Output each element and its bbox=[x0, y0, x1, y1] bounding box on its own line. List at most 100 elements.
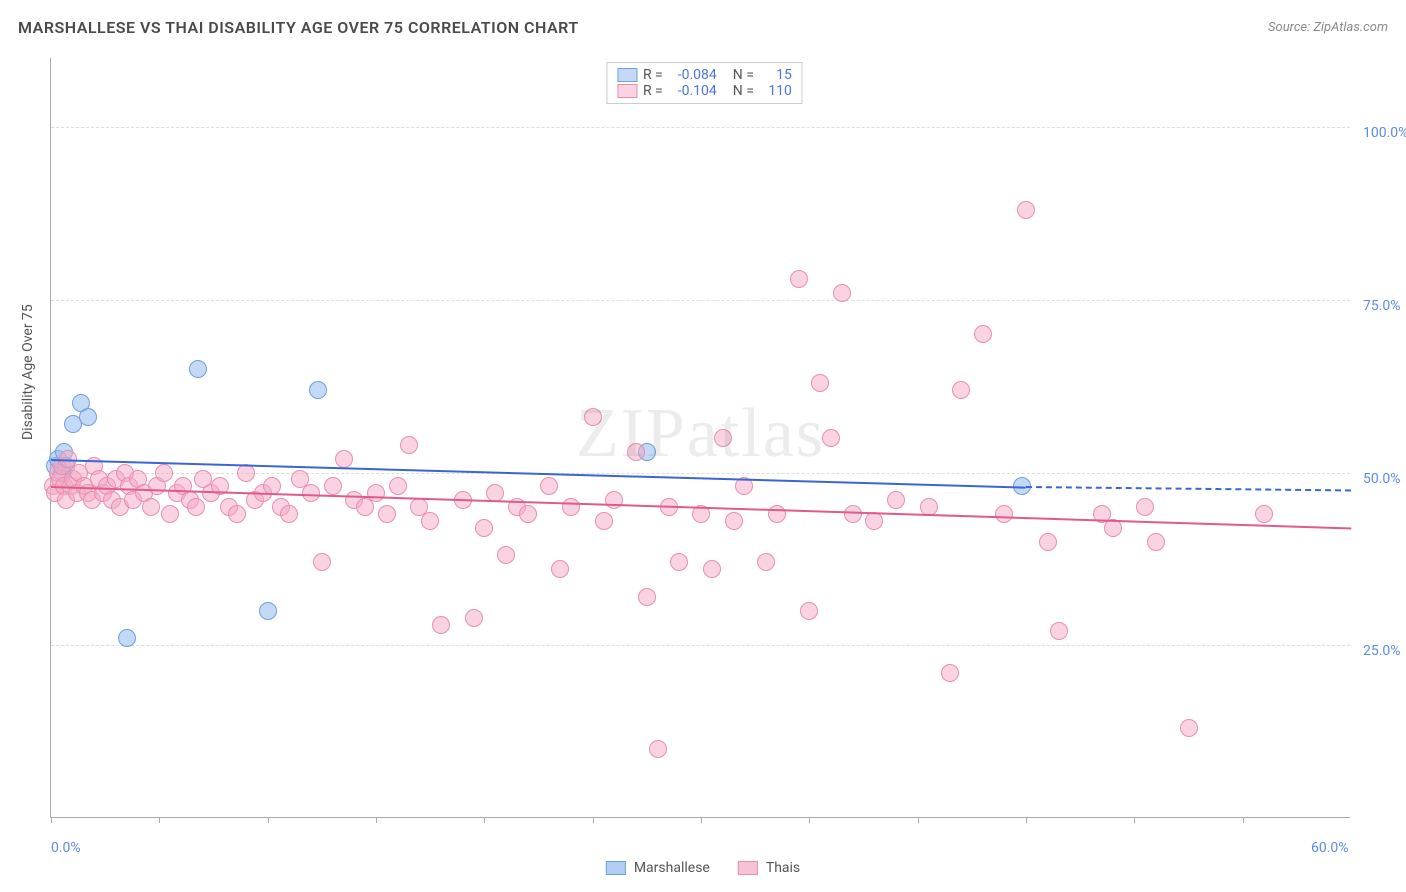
data-point bbox=[155, 464, 173, 482]
data-point bbox=[584, 408, 602, 426]
x-axis-max-label: 60.0% bbox=[1311, 840, 1349, 856]
legend-n-value: 15 bbox=[760, 67, 792, 83]
data-point bbox=[79, 408, 97, 426]
data-point bbox=[605, 491, 623, 509]
legend-label: Thais bbox=[766, 860, 800, 876]
legend-label: Marshallese bbox=[634, 860, 710, 876]
data-point bbox=[551, 560, 569, 578]
x-tick bbox=[918, 817, 919, 823]
data-point bbox=[595, 512, 613, 530]
legend-r-value: -0.084 bbox=[669, 67, 717, 83]
data-point bbox=[800, 602, 818, 620]
data-point bbox=[562, 498, 580, 516]
data-point bbox=[189, 360, 207, 378]
data-point bbox=[309, 381, 327, 399]
x-tick bbox=[376, 817, 377, 823]
legend-n-label: N = bbox=[733, 67, 754, 83]
data-point bbox=[627, 443, 645, 461]
legend-n-label: N = bbox=[733, 83, 754, 99]
data-point bbox=[768, 505, 786, 523]
data-point bbox=[1017, 201, 1035, 219]
data-point bbox=[142, 498, 160, 516]
data-point bbox=[790, 270, 808, 288]
data-point bbox=[811, 374, 829, 392]
x-tick bbox=[484, 817, 485, 823]
legend-r-value: -0.104 bbox=[669, 83, 717, 99]
legend-swatch bbox=[617, 84, 637, 98]
chart-title: MARSHALLESE VS THAI DISABILITY AGE OVER … bbox=[18, 18, 579, 37]
legend-n-value: 110 bbox=[760, 83, 792, 99]
data-point bbox=[465, 609, 483, 627]
data-point bbox=[118, 629, 136, 647]
data-point bbox=[378, 505, 396, 523]
x-tick bbox=[1243, 817, 1244, 823]
x-tick bbox=[1134, 817, 1135, 823]
x-axis-min-label: 0.0% bbox=[51, 840, 81, 856]
y-axis-title: Disability Age Over 75 bbox=[20, 304, 36, 440]
data-point bbox=[974, 325, 992, 343]
data-point bbox=[259, 602, 277, 620]
scatter-chart: ZIPatlas R =-0.084N =15R =-0.104N =110 2… bbox=[50, 58, 1350, 818]
data-point bbox=[421, 512, 439, 530]
x-tick bbox=[268, 817, 269, 823]
data-point bbox=[540, 477, 558, 495]
data-point bbox=[1050, 622, 1068, 640]
gridline bbox=[51, 645, 1350, 646]
data-point bbox=[703, 560, 721, 578]
data-point bbox=[941, 664, 959, 682]
data-point bbox=[475, 519, 493, 537]
y-tick-label: 100.0% bbox=[1363, 125, 1406, 141]
data-point bbox=[649, 740, 667, 758]
x-tick bbox=[809, 817, 810, 823]
data-point bbox=[1136, 498, 1154, 516]
legend-item: Marshallese bbox=[606, 860, 710, 876]
data-point bbox=[670, 553, 688, 571]
data-point bbox=[995, 505, 1013, 523]
data-point bbox=[865, 512, 883, 530]
legend-swatch bbox=[606, 861, 626, 875]
legend-r-label: R = bbox=[643, 83, 663, 99]
gridline bbox=[51, 127, 1350, 128]
gridline bbox=[51, 300, 1350, 301]
legend-item: Thais bbox=[738, 860, 800, 876]
trend-line bbox=[1026, 486, 1351, 491]
x-tick bbox=[701, 817, 702, 823]
trend-line bbox=[51, 486, 1351, 529]
data-point bbox=[887, 491, 905, 509]
y-tick-label: 50.0% bbox=[1363, 471, 1401, 487]
x-tick bbox=[51, 817, 52, 823]
data-point bbox=[844, 505, 862, 523]
data-point bbox=[228, 505, 246, 523]
data-point bbox=[1180, 719, 1198, 737]
data-point bbox=[822, 429, 840, 447]
data-point bbox=[389, 477, 407, 495]
data-point bbox=[161, 505, 179, 523]
legend-swatch bbox=[617, 68, 637, 82]
data-point bbox=[757, 553, 775, 571]
data-point bbox=[1255, 505, 1273, 523]
watermark-text: ZIPatlas bbox=[576, 394, 825, 474]
x-tick bbox=[1026, 817, 1027, 823]
data-point bbox=[432, 616, 450, 634]
data-point bbox=[952, 381, 970, 399]
y-tick-label: 25.0% bbox=[1363, 643, 1401, 659]
data-point bbox=[833, 284, 851, 302]
legend-swatch bbox=[738, 861, 758, 875]
data-point bbox=[400, 436, 418, 454]
data-point bbox=[313, 553, 331, 571]
data-point bbox=[335, 450, 353, 468]
data-point bbox=[367, 484, 385, 502]
data-point bbox=[519, 505, 537, 523]
legend-row: R = -0.084 N = 15 bbox=[617, 67, 792, 83]
legend-row: R = -0.104 N = 110 bbox=[617, 83, 792, 99]
series-legend: Marshallese Thais bbox=[606, 860, 800, 876]
correlation-legend: R = -0.084 N = 15 R = -0.104 N = 110 bbox=[606, 62, 803, 104]
y-tick-label: 75.0% bbox=[1363, 298, 1401, 314]
source-attribution: Source: ZipAtlas.com bbox=[1268, 20, 1388, 35]
legend-r-label: R = bbox=[643, 67, 663, 83]
data-point bbox=[497, 546, 515, 564]
data-point bbox=[725, 512, 743, 530]
data-point bbox=[714, 429, 732, 447]
x-tick bbox=[159, 817, 160, 823]
x-tick bbox=[593, 817, 594, 823]
